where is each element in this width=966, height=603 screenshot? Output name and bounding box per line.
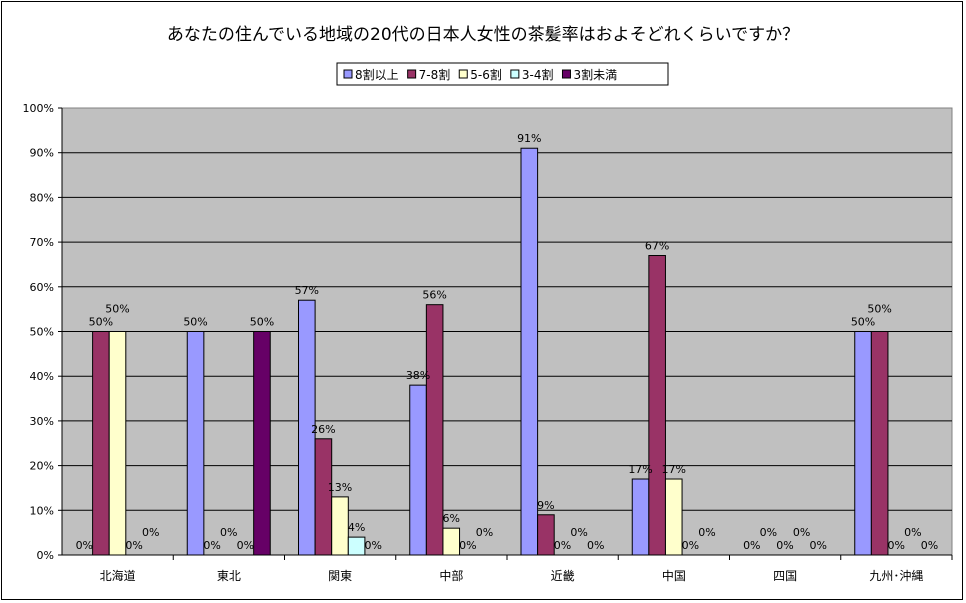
- data-label: 0%: [743, 539, 760, 552]
- data-label: 50%: [851, 316, 875, 329]
- data-label: 9%: [537, 499, 554, 512]
- legend-label: 3割未満: [573, 67, 617, 82]
- y-tick-label: 0%: [37, 549, 54, 562]
- data-label: 17%: [628, 463, 652, 476]
- chart-title: あなたの住んでいる地域の20代の日本人女性の茶髪率はおよそどれくらいですか？: [167, 25, 799, 45]
- y-tick-label: 80%: [30, 191, 54, 204]
- bar-0-1: [92, 331, 110, 556]
- x-tick-label: 四国: [773, 569, 797, 583]
- x-tick-label: 近畿: [551, 569, 575, 583]
- data-label: 6%: [443, 512, 460, 525]
- legend-label: 7-8割: [419, 67, 451, 82]
- bar-5-1: [648, 255, 666, 556]
- data-label: 0%: [459, 539, 476, 552]
- data-label: 50%: [89, 316, 113, 329]
- x-tick-label: 中部: [439, 568, 463, 583]
- x-tick-label: 関東: [328, 569, 352, 583]
- y-tick-label: 10%: [30, 504, 54, 517]
- y-tick-label: 50%: [30, 326, 54, 339]
- data-label: 0%: [476, 526, 493, 539]
- legend-swatch-3: [510, 69, 520, 79]
- data-label: 13%: [328, 481, 352, 494]
- gridlines: [62, 152, 952, 511]
- bar-2-3: [347, 536, 366, 556]
- y-tick-label: 20%: [30, 460, 54, 473]
- bar-4-0: [520, 147, 539, 556]
- bar-1-4: [253, 331, 271, 556]
- x-tick-label: 中国: [662, 568, 686, 583]
- bar-0-2: [108, 331, 127, 556]
- data-label: 0%: [364, 539, 381, 552]
- data-label: 0%: [888, 539, 905, 552]
- data-label: 0%: [698, 526, 715, 539]
- bar-2-2: [331, 496, 349, 556]
- data-label: 0%: [776, 539, 793, 552]
- data-label: 0%: [220, 526, 237, 539]
- legend-swatch-0: [343, 69, 353, 79]
- bar-3-2: [442, 527, 461, 556]
- legend-label: 5-6割: [470, 67, 502, 82]
- y-tick-label: 90%: [30, 147, 54, 160]
- data-label: 50%: [867, 303, 891, 316]
- data-label: 0%: [904, 526, 921, 539]
- data-label: 0%: [809, 539, 826, 552]
- data-label: 57%: [295, 284, 319, 297]
- data-label: 50%: [250, 316, 274, 329]
- x-tick-label: 北海道: [100, 568, 136, 583]
- data-label: 50%: [105, 303, 129, 316]
- x-tick-label: 東北: [217, 569, 241, 583]
- legend-swatch-2: [458, 69, 468, 79]
- legend-label: 3-4割: [522, 67, 554, 82]
- legend: 8割以上 7-8割 5-6割 3-4割 3割未満: [336, 62, 669, 86]
- x-tick-label: 九州･沖縄: [869, 568, 923, 583]
- legend-swatch-1: [407, 69, 417, 79]
- data-labels: 0%50%50%0%0%50%0%0%0%50%57%26%13%4%0%38%…: [76, 132, 939, 552]
- data-label: 0%: [682, 539, 699, 552]
- data-label: 0%: [554, 539, 571, 552]
- bar-5-2: [664, 478, 683, 556]
- bar-3-0: [409, 384, 427, 556]
- bar-3-1: [425, 304, 444, 556]
- data-label: 0%: [203, 539, 220, 552]
- data-label: 0%: [237, 539, 254, 552]
- y-tick-label: 30%: [30, 415, 54, 428]
- data-label: 17%: [662, 463, 686, 476]
- data-label: 0%: [125, 539, 142, 552]
- y-axis: 0% 10% 20% 30% 40% 50% 60% 70% 80% 90% 100%: [23, 102, 63, 562]
- y-tick-label: 60%: [30, 281, 54, 294]
- data-label: 0%: [76, 539, 93, 552]
- data-label: 0%: [793, 526, 810, 539]
- bar-5-0: [631, 478, 650, 556]
- bar-7-1: [870, 331, 889, 556]
- y-tick-label: 40%: [30, 370, 54, 383]
- bar-4-1: [537, 514, 555, 556]
- data-label: 67%: [645, 240, 669, 253]
- bar-7-0: [854, 331, 872, 556]
- data-label: 4%: [348, 521, 365, 534]
- x-axis: 北海道 東北 関東 中部 近畿 中国 四国 九州･沖縄: [62, 554, 953, 583]
- data-label: 0%: [570, 526, 587, 539]
- data-label: 26%: [311, 423, 335, 436]
- data-label: 56%: [422, 289, 446, 302]
- data-label: 38%: [406, 369, 430, 382]
- data-label: 50%: [183, 316, 207, 329]
- data-label: 0%: [587, 539, 604, 552]
- bar-1-0: [186, 331, 205, 556]
- bar-2-1: [314, 438, 333, 556]
- data-label: 91%: [517, 132, 541, 145]
- legend-box: [336, 62, 669, 86]
- y-tick-label: 70%: [30, 236, 54, 249]
- data-label: 0%: [921, 539, 938, 552]
- legend-swatch-4: [561, 69, 571, 79]
- legend-label: 8割以上: [355, 67, 399, 82]
- y-tick-label: 100%: [23, 102, 54, 115]
- data-label: 0%: [142, 526, 159, 539]
- data-label: 0%: [760, 526, 777, 539]
